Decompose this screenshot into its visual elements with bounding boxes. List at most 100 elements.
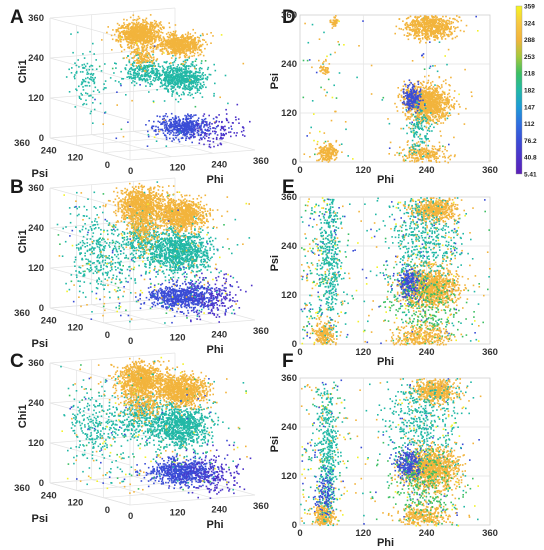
data-point xyxy=(122,30,124,32)
data-point xyxy=(200,127,202,129)
data-point xyxy=(82,275,84,277)
data-point xyxy=(121,78,123,80)
data-point xyxy=(202,44,204,46)
data-point xyxy=(148,299,150,301)
data-point xyxy=(216,280,218,282)
data-point xyxy=(166,137,168,139)
data-point xyxy=(206,44,208,46)
data-point xyxy=(119,279,121,281)
data-point xyxy=(138,65,140,67)
data-point xyxy=(140,290,142,292)
data-point xyxy=(184,294,186,296)
data-point xyxy=(181,126,183,128)
data-point xyxy=(128,70,130,72)
data-point xyxy=(154,136,156,138)
data-point xyxy=(166,80,168,82)
data-point xyxy=(224,305,226,307)
data-point xyxy=(244,135,246,137)
data-point xyxy=(231,305,233,307)
data-point xyxy=(168,75,170,77)
data-point xyxy=(150,243,152,245)
data-point xyxy=(149,83,151,85)
data-point xyxy=(115,266,117,268)
data-point xyxy=(195,124,197,126)
data-point xyxy=(153,101,155,103)
data-point xyxy=(174,61,176,63)
data-point xyxy=(163,72,165,74)
data-point xyxy=(194,87,196,89)
data-point xyxy=(148,287,150,289)
data-point xyxy=(150,286,152,288)
chi-tick-label: 120 xyxy=(28,93,44,104)
data-point xyxy=(232,286,234,288)
data-point xyxy=(62,255,64,257)
data-point xyxy=(201,304,203,306)
data-point xyxy=(183,93,185,95)
data-point xyxy=(150,65,152,67)
data-point xyxy=(193,77,195,79)
data-point xyxy=(188,38,190,40)
data-point xyxy=(103,264,105,266)
data-point xyxy=(121,39,123,41)
data-point xyxy=(191,39,193,41)
data-point xyxy=(210,305,212,307)
scatter-points xyxy=(66,14,251,148)
data-point xyxy=(216,304,218,306)
data-point xyxy=(178,45,180,47)
data-point xyxy=(180,269,182,271)
data-point xyxy=(120,71,122,73)
data-point xyxy=(188,304,190,306)
data-point xyxy=(167,116,169,118)
data-point xyxy=(155,129,157,131)
data-point xyxy=(141,46,143,48)
data-point xyxy=(192,29,194,31)
data-point xyxy=(235,303,237,305)
data-point xyxy=(184,301,186,303)
data-point xyxy=(93,273,95,275)
data-point xyxy=(163,118,165,120)
data-point xyxy=(156,291,158,293)
data-point xyxy=(153,77,155,79)
data-point xyxy=(123,19,125,21)
data-point xyxy=(137,19,139,21)
data-point xyxy=(77,280,79,282)
data-point xyxy=(152,54,154,56)
data-point xyxy=(197,298,199,300)
data-point xyxy=(161,302,163,304)
data-point xyxy=(145,271,147,273)
data-point xyxy=(230,306,232,308)
data-point xyxy=(66,76,68,78)
data-point xyxy=(90,113,92,115)
data-point xyxy=(150,283,152,285)
data-point xyxy=(138,74,140,76)
data-point xyxy=(102,260,104,262)
data-point xyxy=(134,39,136,41)
data-point xyxy=(124,257,126,259)
data-point xyxy=(225,293,227,295)
data-point xyxy=(206,290,208,292)
data-point xyxy=(201,264,203,266)
panel-letter-a: A xyxy=(10,7,24,28)
data-point xyxy=(178,129,180,131)
data-point xyxy=(173,79,175,81)
data-point xyxy=(147,33,149,35)
data-point xyxy=(198,42,200,44)
data-point xyxy=(210,293,212,295)
data-point xyxy=(184,123,186,125)
data-point xyxy=(204,132,206,134)
data-point xyxy=(227,274,229,276)
data-point xyxy=(142,292,144,294)
data-point xyxy=(161,295,163,297)
data-point xyxy=(172,38,174,40)
data-point xyxy=(123,39,125,41)
data-point xyxy=(128,275,130,277)
data-point xyxy=(118,35,120,37)
data-point xyxy=(138,47,140,49)
data-point xyxy=(217,134,219,136)
data-point xyxy=(75,106,77,108)
data-point xyxy=(243,127,245,129)
data-point xyxy=(176,66,178,68)
data-point xyxy=(195,32,197,34)
data-point xyxy=(178,277,180,279)
data-point xyxy=(187,299,189,301)
